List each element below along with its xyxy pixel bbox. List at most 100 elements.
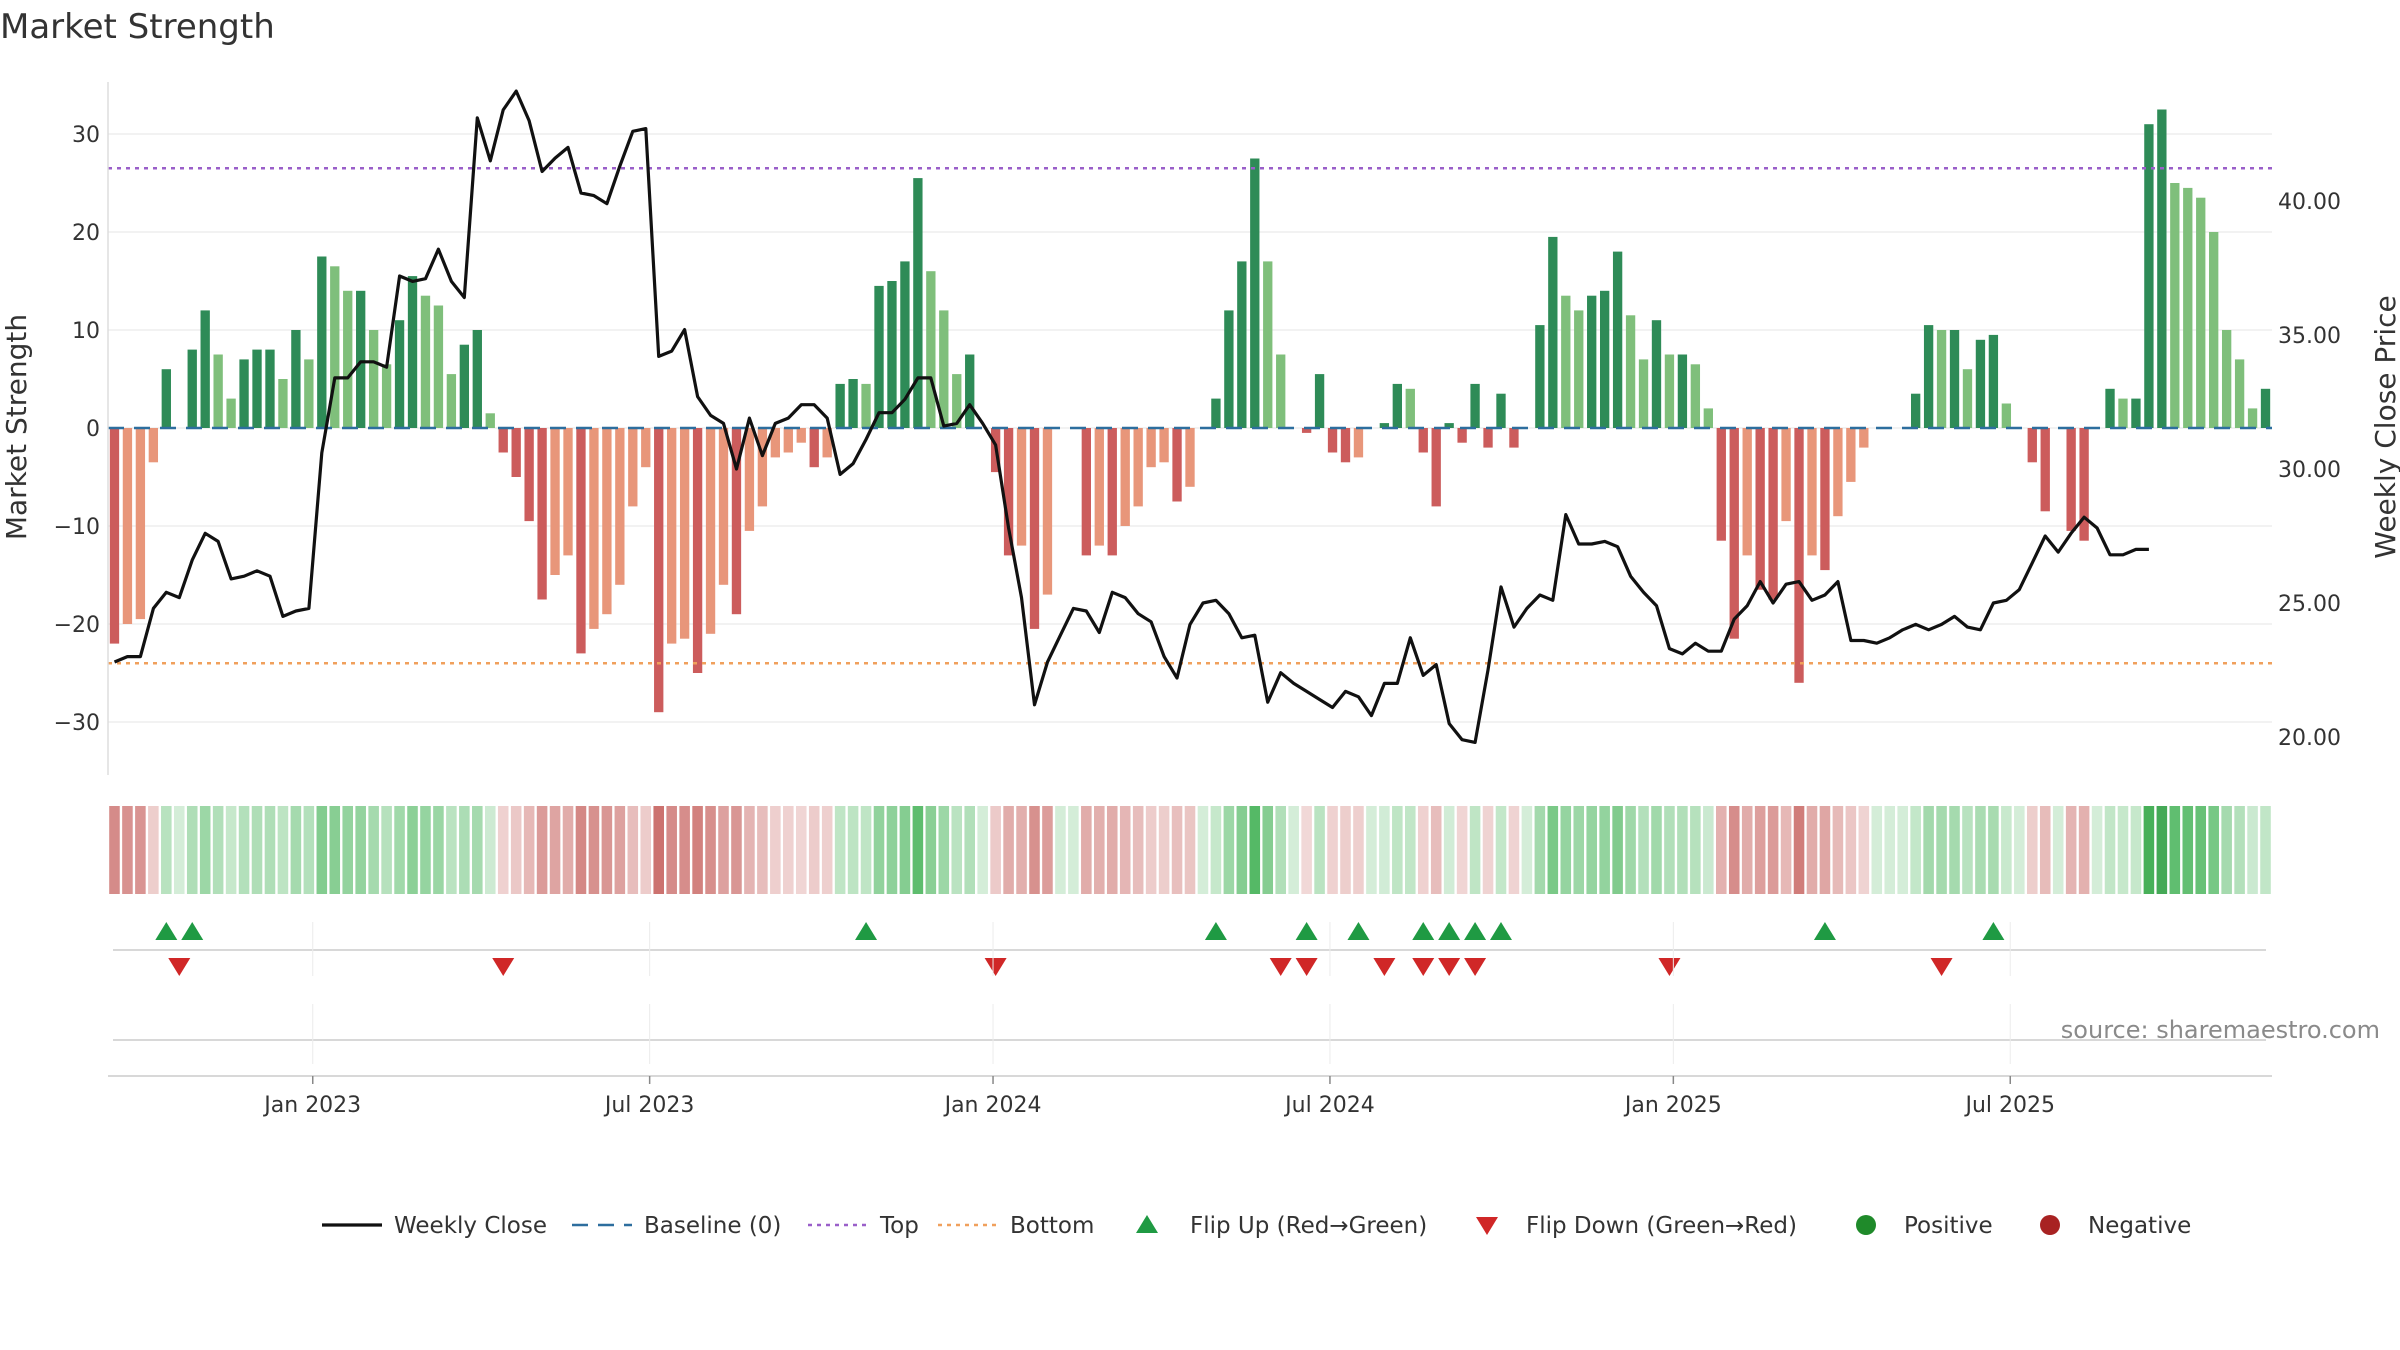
heat-cell xyxy=(1845,806,1857,894)
heat-cell xyxy=(1573,806,1585,894)
heat-cell xyxy=(653,806,664,894)
strength-bar xyxy=(692,428,703,673)
heat-cell xyxy=(407,806,418,894)
legend-swatch xyxy=(2040,1215,2060,1235)
heat-cell xyxy=(2052,806,2064,894)
strength-bar xyxy=(2105,388,2115,428)
heat-cell xyxy=(420,806,431,894)
strength-bar xyxy=(2144,124,2154,428)
heat-cell xyxy=(446,806,457,894)
strength-bar xyxy=(2118,398,2128,428)
heat-cell xyxy=(757,806,768,894)
heat-cell xyxy=(277,806,289,894)
heat-cell xyxy=(2078,806,2090,894)
x-tick-label: Jul 2025 xyxy=(1963,1093,2055,1118)
strength-bar xyxy=(2260,388,2271,428)
chart-title: Market Strength xyxy=(0,7,275,47)
x-tick-label: Jan 2023 xyxy=(262,1093,361,1118)
heat-cell xyxy=(2221,806,2232,894)
heat-cell xyxy=(510,806,522,894)
strength-bar xyxy=(2183,187,2193,428)
strength-bar xyxy=(667,428,677,644)
strength-bar xyxy=(1250,158,1260,428)
heat-cell xyxy=(459,806,470,894)
strength-bar xyxy=(109,428,120,644)
strength-bar xyxy=(511,428,521,477)
heat-cell xyxy=(2104,806,2116,894)
heat-cell xyxy=(1055,806,1066,894)
strength-bar xyxy=(1975,339,1986,428)
strength-bar xyxy=(757,428,768,507)
strength-bar xyxy=(1159,428,1169,463)
legend-swatch xyxy=(1476,1217,1498,1235)
legend-label: Negative xyxy=(2088,1213,2191,1239)
y2-tick-label: 30.00 xyxy=(2278,458,2341,483)
strength-bar xyxy=(913,178,923,428)
strength-bar xyxy=(2196,197,2206,428)
heat-cell xyxy=(394,806,405,894)
heat-cell xyxy=(1301,806,1312,894)
heat-cell xyxy=(1366,806,1377,894)
x-tick-label: Jul 2024 xyxy=(1283,1093,1375,1118)
heat-cell xyxy=(1081,806,1092,894)
heat-cell xyxy=(1625,806,1636,894)
strength-bar xyxy=(524,428,534,522)
strength-bar xyxy=(343,290,353,428)
heat-cell xyxy=(1884,806,1896,894)
heat-cell xyxy=(588,806,600,894)
flip-down-marker xyxy=(1412,958,1435,976)
strength-bar xyxy=(1418,428,1428,453)
heat-cell xyxy=(1430,806,1442,894)
heat-cell xyxy=(679,806,690,894)
heat-cell xyxy=(2260,806,2271,894)
strength-bar xyxy=(1820,428,1830,571)
y2-tick-label: 20.00 xyxy=(2278,726,2341,751)
strength-bar xyxy=(654,428,664,713)
strength-bar xyxy=(1327,428,1338,453)
strength-bar xyxy=(161,369,171,428)
strength-bar xyxy=(1276,354,1286,428)
heat-cell xyxy=(990,806,1001,894)
strength-bar xyxy=(1237,261,1247,428)
heat-cell xyxy=(1677,806,1688,894)
heat-cell xyxy=(783,806,794,894)
strength-bar xyxy=(900,261,910,428)
strength-bar xyxy=(122,428,133,624)
strength-bar xyxy=(615,428,625,585)
strength-bar xyxy=(1561,295,1571,428)
heat-cell xyxy=(1443,806,1455,894)
heat-cell xyxy=(860,806,872,894)
strength-bar xyxy=(1340,428,1351,463)
heat-cell xyxy=(1236,806,1248,894)
strength-bar xyxy=(291,330,301,428)
heat-cell xyxy=(225,806,237,894)
heat-cell xyxy=(1819,806,1831,894)
heat-cell xyxy=(381,806,392,894)
strength-bar xyxy=(1768,428,1778,600)
heat-cell xyxy=(731,806,742,894)
heat-cell xyxy=(497,806,509,894)
heat-cell xyxy=(1962,806,1973,894)
strength-bar xyxy=(1353,428,1364,458)
flip-down-marker xyxy=(168,958,191,976)
strength-bar xyxy=(1301,428,1312,433)
strength-bar xyxy=(641,428,651,468)
strength-bar xyxy=(1755,428,1765,590)
x-tick-label: Jan 2024 xyxy=(943,1093,1042,1118)
heat-cell xyxy=(1910,806,1921,894)
strength-bar xyxy=(356,290,366,428)
x-tick-label: Jul 2023 xyxy=(603,1093,695,1118)
heat-cell xyxy=(1145,806,1157,894)
strength-bar xyxy=(2066,428,2076,531)
heat-cell xyxy=(770,806,781,894)
strength-bar xyxy=(1431,428,1441,507)
heat-cell xyxy=(912,806,924,894)
heat-cell xyxy=(1949,806,1960,894)
heat-cell xyxy=(977,806,988,894)
strength-bar xyxy=(1742,428,1752,556)
legend-item: Baseline (0) xyxy=(572,1213,781,1239)
heat-cell xyxy=(2182,806,2194,894)
legend-swatch xyxy=(1856,1215,1876,1235)
heat-cell xyxy=(847,806,859,894)
